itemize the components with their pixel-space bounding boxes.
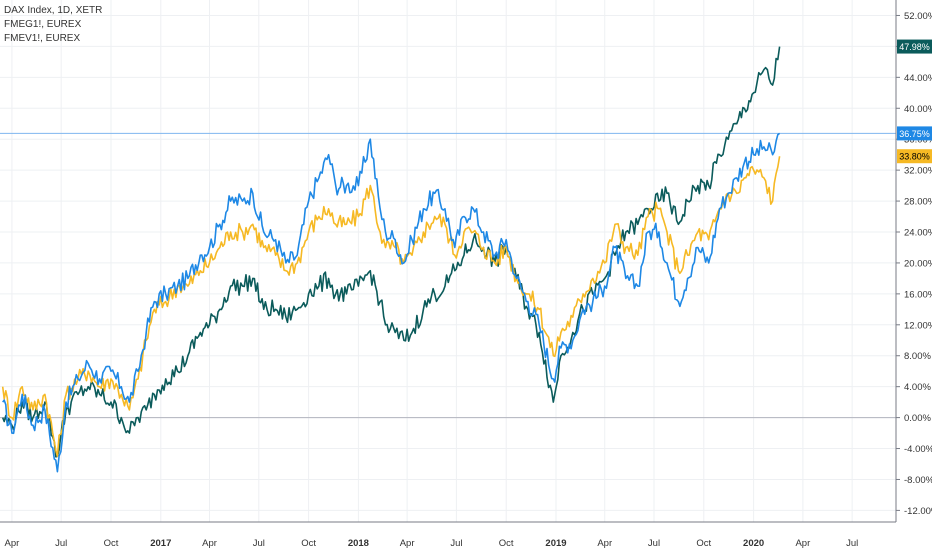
x-tick-label: 2019 (545, 538, 566, 549)
y-tick-label: 20.00% (904, 258, 932, 269)
y-tick-label: 44.00% (904, 73, 932, 84)
label-layer: 36.75% 33.80% 47.98% (897, 39, 932, 164)
x-tick-label: Jul (253, 538, 265, 549)
y-tick-label: 24.00% (904, 228, 932, 239)
y-tick-label: 4.00% (904, 382, 931, 393)
x-tick-label: Jul (846, 538, 858, 549)
last-value-badge (897, 149, 932, 164)
y-tick-label: 28.00% (904, 197, 932, 208)
y-tick-label: 0.00% (904, 413, 931, 424)
last-value-label: 36.75% (899, 129, 930, 139)
x-tick-label: Apr (202, 538, 217, 549)
x-tick-label: Jul (648, 538, 660, 549)
y-tick-label: -4.00% (904, 444, 932, 455)
x-tick-label: 2018 (348, 538, 369, 549)
x-tick-label: Oct (104, 538, 119, 549)
y-tick-label: -12.00% (904, 506, 932, 517)
y-tick-label: 40.00% (904, 104, 932, 115)
y-tick-label: 8.00% (904, 351, 931, 362)
x-tick-label: Jul (55, 538, 67, 549)
series-line[interactable] (2, 132, 781, 473)
grid-layer (0, 0, 896, 522)
y-tick-label: 52.00% (904, 11, 932, 22)
last-value-label: 47.98% (899, 42, 930, 52)
x-tick-label: 2017 (150, 538, 171, 549)
x-tick-label: Jul (450, 538, 462, 549)
y-tick-label: 12.00% (904, 320, 932, 331)
x-tick-label: Oct (301, 538, 316, 549)
x-tick-label: Oct (499, 538, 514, 549)
series-line[interactable] (1, 156, 781, 458)
last-value-badge (897, 126, 932, 141)
y-tick-label: 16.00% (904, 289, 932, 300)
legend-item-dax[interactable]: DAX Index, 1D, XETR (4, 5, 103, 16)
y-tick-label: 32.00% (904, 166, 932, 177)
x-tick-label: Apr (5, 538, 20, 549)
x-tick-label: Oct (696, 538, 711, 549)
chart-legend: DAX Index, 1D, XETR FMEG1!, EUREX FMEV1!… (4, 4, 102, 46)
y-tick-label: -8.00% (904, 475, 932, 486)
x-tick-label: Apr (597, 538, 612, 549)
last-value-badge (897, 39, 932, 54)
legend-item-fmev[interactable]: FMEV1!, EUREX (4, 33, 81, 44)
last-value-label: 33.80% (899, 152, 930, 162)
x-tick-label: 2020 (743, 538, 764, 549)
legend-item-fmeg[interactable]: FMEG1!, EUREX (4, 19, 82, 30)
x-tick-label: Apr (400, 538, 415, 549)
series-line[interactable] (1, 46, 781, 458)
series-layer (1, 46, 781, 473)
x-tick-label: Apr (795, 538, 810, 549)
